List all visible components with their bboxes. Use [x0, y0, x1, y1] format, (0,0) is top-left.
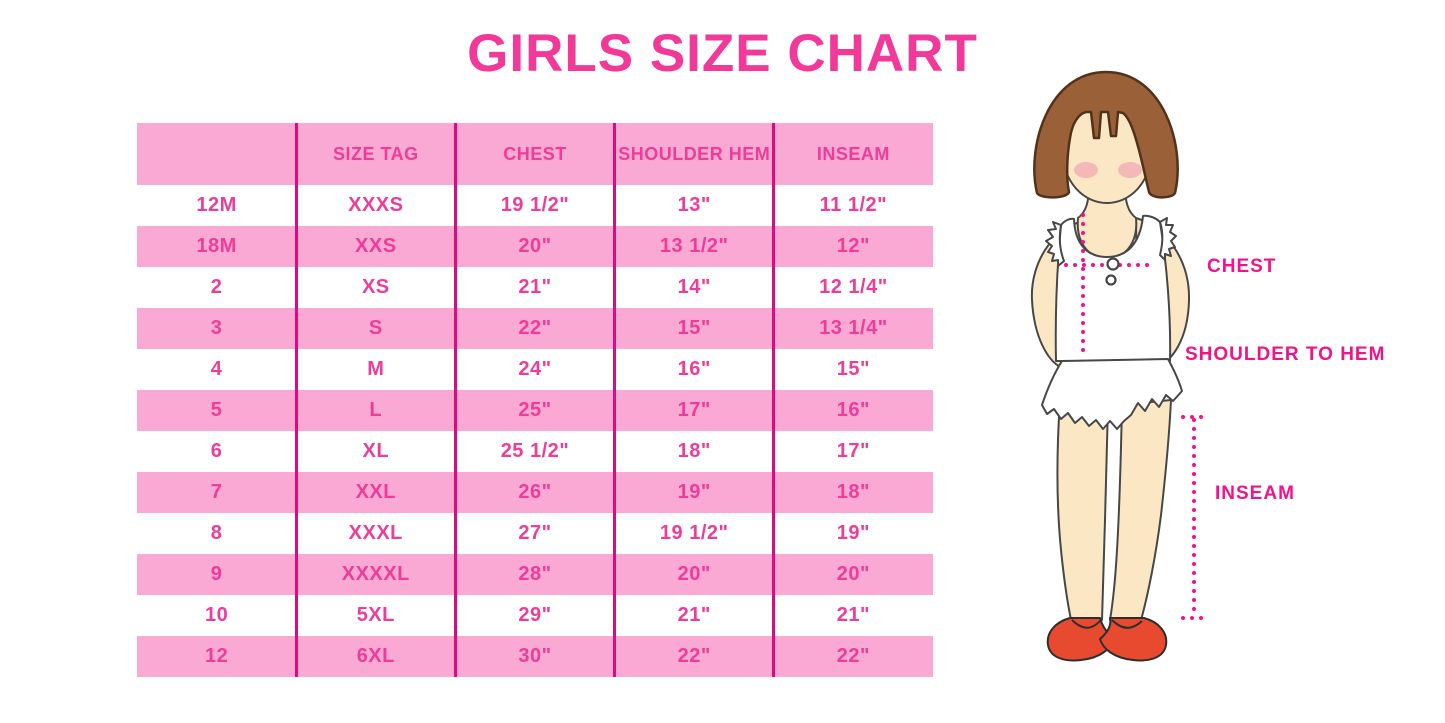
table-cell: 4 [210, 358, 223, 380]
girl-cheeks [1074, 162, 1142, 178]
column-separator [454, 123, 457, 677]
table-cell: 27" [518, 522, 552, 544]
table-cell: 16" [836, 399, 870, 421]
girl-hair [1033, 70, 1179, 199]
table-cell: 5XL [356, 604, 395, 626]
girl-legs [1056, 399, 1172, 621]
inseam-label: INSEAM [1215, 483, 1295, 504]
table-cell: 19" [677, 481, 711, 503]
table-row: 12 6XL 30" 22" 22" [137, 636, 933, 677]
page-title: GIRLS SIZE CHART [467, 24, 978, 83]
table-cell: 24" [518, 358, 552, 380]
table-cell: 8 [210, 522, 223, 544]
table-row: 5 L 25" 17" 16" [137, 390, 933, 431]
table-cell: 12" [836, 235, 870, 257]
table-cell: 22" [836, 645, 870, 667]
table-row: 8 XXXL 27" 19 1/2" 19" [137, 513, 933, 554]
table-header-row: SIZE TAG CHEST SHOULDER HEM INSEAM [137, 123, 933, 185]
table-cell: 18M [196, 235, 237, 257]
girl-skirt [1041, 358, 1183, 430]
table-cell: 12 1/4" [819, 276, 888, 298]
table-cell: 15" [677, 317, 711, 339]
table-cell: 6XL [356, 645, 395, 667]
table-cell: M [367, 358, 385, 380]
table-cell: 7 [210, 481, 223, 503]
table-cell: XXS [355, 235, 397, 257]
table-cell: 13 1/2" [659, 235, 729, 257]
table-cell: 13 1/4" [819, 317, 888, 339]
table-cell: XXXXL [341, 563, 410, 585]
table-cell: 17" [836, 440, 870, 462]
table-row: 7 XXL 26" 19" 18" [137, 472, 933, 513]
table-row: 2 XS 21" 14" 12 1/4" [137, 267, 933, 308]
table-cell: 5 [210, 399, 223, 421]
table-cell: 21" [836, 604, 870, 626]
table-cell: XXL [355, 481, 396, 503]
table-cell: 19 1/2" [659, 522, 729, 544]
shoulder-to-hem-label: SHOULDER TO HEM [1185, 344, 1385, 365]
table-cell: 18" [836, 481, 870, 503]
column-separator [772, 123, 775, 677]
table-cell: 28" [518, 563, 552, 585]
table-cell: 13" [677, 194, 711, 216]
table-row: 9 XXXXL 28" 20" 20" [137, 554, 933, 595]
header-cell: CHEST [503, 144, 567, 164]
table-cell: 11 1/2" [819, 194, 888, 216]
table-row: 18M XXS 20" 13 1/2" 12" [137, 226, 933, 267]
girl-shoes [1046, 617, 1168, 662]
measurement-illustration: CHEST SHOULDER TO HEM INSEAM [960, 50, 1445, 700]
table-body: 12M XXXS 19 1/2" 13" 11 1/2" 18M XXS 20" 13 1/2"… [137, 185, 933, 677]
header-cell: SIZE TAG [332, 144, 419, 164]
header-cell: SHOULDER HEM [618, 144, 771, 164]
table-cell: XL [362, 440, 390, 462]
table-cell: 26" [518, 481, 552, 503]
table-cell: 12 [204, 645, 229, 667]
column-separator [295, 123, 298, 677]
table-cell: 3 [210, 317, 223, 339]
table-cell: 20" [836, 563, 870, 585]
table-cell: 9 [210, 563, 223, 585]
table-row: 6 XL 25 1/2" 18" 17" [137, 431, 933, 472]
table-cell: 22" [518, 317, 552, 339]
table-cell: 22" [677, 645, 711, 667]
table-cell: 18" [677, 440, 711, 462]
table-cell: XXXL [348, 522, 403, 544]
table-cell: 20" [677, 563, 711, 585]
header-cell [137, 123, 296, 185]
table-cell: L [369, 399, 383, 421]
table-cell: 14" [677, 276, 711, 298]
table-cell: 16" [677, 358, 711, 380]
table-cell: 6 [210, 440, 223, 462]
table-cell: 25" [518, 399, 552, 421]
column-separator [613, 123, 616, 677]
table-cell: 30" [518, 645, 552, 667]
shirt-ruffles [1045, 217, 1177, 267]
table-cell: 12M [196, 194, 237, 216]
table-cell: 19" [836, 522, 870, 544]
table-cell: 10 [204, 604, 229, 626]
table-cell: S [368, 317, 383, 339]
table-row: 10 5XL 29" 21" 21" [137, 595, 933, 636]
table-cell: 29" [518, 604, 552, 626]
shirt-buttons [1105, 257, 1120, 286]
table-cell: 21" [677, 604, 711, 626]
table-row: 3 S 22" 15" 13 1/4" [137, 308, 933, 349]
girl-figure-svg: CHEST SHOULDER TO HEM INSEAM [1030, 70, 1385, 662]
table-cell: 17" [677, 399, 711, 421]
table-row: 4 M 24" 16" 15" [137, 349, 933, 390]
table-cell: XXXS [348, 194, 404, 216]
header-cell: INSEAM [816, 144, 890, 164]
table-cell: 25 1/2" [500, 440, 570, 462]
table-cell: XS [361, 276, 390, 298]
table-cell: 19 1/2" [500, 194, 570, 216]
table-cell: 20" [518, 235, 552, 257]
table-cell: 2 [210, 276, 223, 298]
table-cell: 21" [518, 276, 552, 298]
chest-label: CHEST [1207, 256, 1276, 277]
table-cell: 15" [836, 358, 870, 380]
girls-size-table: SIZE TAG CHEST SHOULDER HEM INSEAM 12M XXXS 1… [137, 123, 933, 677]
table-row: 12M XXXS 19 1/2" 13" 11 1/2" [137, 185, 933, 226]
